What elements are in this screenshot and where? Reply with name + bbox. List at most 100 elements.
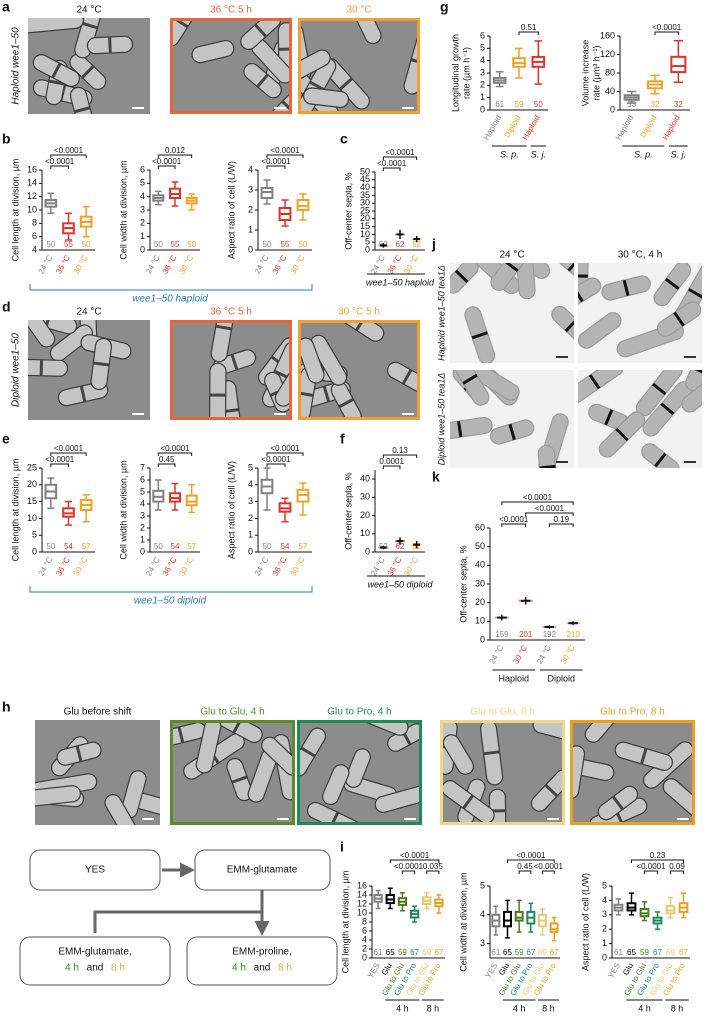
y-tick-label: 0 bbox=[140, 244, 145, 254]
column-label: 24 °C bbox=[499, 250, 524, 261]
frame-border bbox=[297, 720, 422, 825]
x-tick-label: 36 °C bbox=[54, 253, 72, 275]
septum bbox=[578, 274, 588, 278]
n-label: 61 bbox=[614, 948, 623, 957]
y-tick-label: 25 bbox=[27, 462, 37, 472]
y-tick-label: 4 bbox=[32, 244, 37, 254]
micrograph bbox=[28, 18, 150, 114]
y-tick-label: 5 bbox=[32, 530, 37, 540]
comparison-bracket bbox=[382, 465, 401, 469]
x-axis-label: wee1–50 haploid bbox=[366, 277, 435, 287]
y-tick-label: 120 bbox=[600, 49, 615, 59]
y-tick-label: 5 bbox=[248, 462, 253, 472]
panel-letter: e bbox=[2, 431, 10, 447]
y-tick-label: 0 bbox=[32, 546, 37, 556]
septum bbox=[688, 288, 702, 299]
y-tick-label: 15 bbox=[360, 221, 370, 231]
n-label: 50 bbox=[154, 542, 163, 551]
group-label: Haploid bbox=[498, 673, 529, 683]
n-label: 57 bbox=[299, 542, 308, 551]
comparison-bracket bbox=[382, 454, 418, 458]
y-tick-label: 14 bbox=[27, 178, 37, 188]
x-tick-label: 24 °C bbox=[253, 555, 271, 577]
septum bbox=[177, 726, 185, 743]
y-tick-label: 3 bbox=[248, 184, 253, 194]
y-tick-label: 5 bbox=[365, 237, 370, 247]
p-value: 0.09 bbox=[669, 862, 685, 871]
x-tick-label: Haploid bbox=[482, 114, 503, 142]
p-value: 0.23 bbox=[650, 851, 666, 860]
n-label: 57 bbox=[82, 542, 91, 551]
y-tick-label: 6 bbox=[140, 474, 145, 484]
septum bbox=[664, 277, 680, 290]
x-tick-label: Haploid bbox=[614, 114, 635, 142]
y-tick-label: 3 bbox=[140, 204, 145, 214]
septum bbox=[567, 263, 574, 272]
septum bbox=[691, 370, 702, 376]
septum bbox=[254, 23, 268, 38]
y-axis-label: Aspect ratio of cell (L/W) bbox=[580, 873, 590, 971]
x-tick-label: 24 °C bbox=[369, 555, 387, 577]
p-value: 0.45 bbox=[517, 862, 533, 871]
septum bbox=[256, 73, 269, 88]
x-tick-label: 30 °C bbox=[559, 643, 577, 665]
micrograph bbox=[170, 720, 295, 825]
side-label: Haploid wee1–50 bbox=[11, 27, 22, 105]
y-tick-label: 20 bbox=[27, 479, 37, 489]
septum bbox=[471, 331, 488, 340]
comparison-bracket bbox=[542, 870, 555, 874]
septum bbox=[48, 79, 65, 86]
cell bbox=[570, 745, 586, 800]
y-tick-label: 50 bbox=[475, 541, 485, 551]
n-label: 50 bbox=[534, 100, 543, 109]
y-tick-label: 12 bbox=[357, 898, 367, 908]
cell bbox=[464, 370, 520, 401]
x-tick-label: Haploid bbox=[661, 114, 682, 142]
n-label: 55 bbox=[171, 240, 180, 249]
septum bbox=[588, 374, 601, 390]
septum bbox=[338, 397, 355, 409]
y-tick-label: 4 bbox=[248, 164, 253, 174]
y-tick-label: 25 bbox=[360, 205, 370, 215]
septum bbox=[215, 324, 232, 331]
cell bbox=[261, 736, 295, 776]
y-tick-label: 2 bbox=[602, 924, 607, 934]
y-tick-label: 20 bbox=[360, 213, 370, 223]
septum bbox=[640, 748, 648, 765]
x-tick-label: Diploid bbox=[639, 114, 659, 140]
n-label: 50 bbox=[154, 240, 163, 249]
micrograph bbox=[35, 720, 160, 825]
panel-letter: i bbox=[340, 839, 344, 855]
cell bbox=[321, 764, 350, 806]
y-tick-label: 10 bbox=[475, 616, 485, 626]
frame-border bbox=[570, 720, 695, 825]
panel-letter: a bbox=[2, 0, 10, 15]
cell bbox=[28, 320, 56, 348]
cell bbox=[298, 337, 325, 384]
n-label: 32 bbox=[674, 100, 683, 109]
y-tick-label: 12 bbox=[27, 191, 37, 201]
n-label: 54 bbox=[281, 542, 290, 551]
comparison-bracket bbox=[50, 463, 69, 467]
p-value: <0.0001 bbox=[270, 146, 300, 155]
panel-letter: c bbox=[340, 131, 348, 147]
x-tick-label: 36 °C bbox=[271, 555, 289, 577]
n-label: 62 bbox=[396, 240, 405, 249]
y-tick-label: 10 bbox=[357, 907, 367, 917]
septum bbox=[298, 391, 314, 397]
n-label: 67 bbox=[653, 948, 662, 957]
x-tick-label: 30 °C bbox=[72, 555, 90, 577]
y-tick-label: 10 bbox=[360, 229, 370, 239]
frame-label: Glu before shift bbox=[64, 707, 132, 718]
panel-letter: f bbox=[340, 431, 345, 447]
diagram: YES EMM-glutamate EMM-glutamate, 4 h and… bbox=[19, 849, 338, 986]
x-tick-label: 30 °C bbox=[177, 555, 195, 577]
comparison-bracket bbox=[654, 31, 679, 35]
n-label: 33 bbox=[627, 100, 636, 109]
n-label: 69 bbox=[422, 948, 431, 957]
y-tick-label: 40 bbox=[360, 182, 370, 192]
node-label: 8 h bbox=[111, 963, 125, 974]
p-value: <0.0001 bbox=[394, 862, 424, 871]
micrograph bbox=[440, 720, 565, 825]
n-label: 32 bbox=[651, 100, 660, 109]
